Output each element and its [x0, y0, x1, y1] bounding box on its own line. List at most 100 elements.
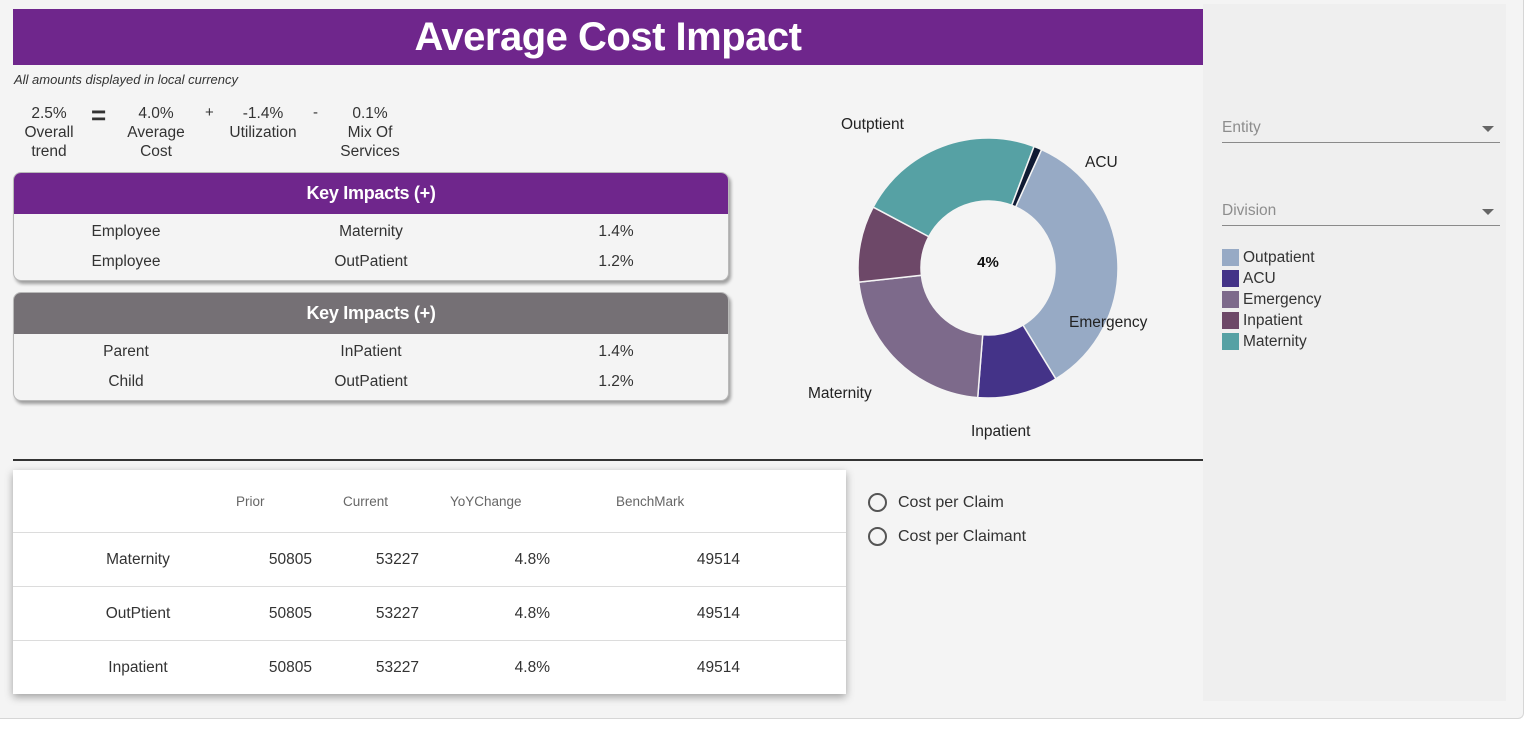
key-impact-row: Employee Maternity 1.4% [14, 217, 728, 247]
utilization: -1.4% Utilization [224, 104, 302, 142]
row-prior: 50805 [268, 605, 312, 622]
legend-item-emergency[interactable]: Emergency [1222, 289, 1321, 310]
impact-value: 1.2% [598, 253, 634, 270]
chevron-down-icon[interactable] [1482, 126, 1494, 132]
overall-trend-label-2: trend [31, 143, 67, 160]
key-impact-row: Employee OutPatient 1.2% [14, 247, 728, 277]
legend-item-maternity[interactable]: Maternity [1222, 331, 1321, 352]
division-placeholder: Division [1222, 202, 1277, 219]
page-title: Average Cost Impact [13, 9, 1203, 65]
radio-cost-per-claimant[interactable]: Cost per Claimant [868, 527, 1026, 546]
legend-swatch [1222, 249, 1239, 266]
radio-label: Cost per Claim [898, 493, 1004, 511]
key-impact-row: Parent InPatient 1.4% [14, 337, 728, 367]
radio-circle-icon[interactable] [868, 493, 887, 512]
mix-of-services: 0.1% Mix Of Services [334, 104, 406, 161]
impact-service: InPatient [340, 343, 402, 360]
legend-label: Maternity [1243, 332, 1307, 350]
average-cost-value: 4.0% [138, 105, 174, 122]
table-row: OutPtient 50805 53227 4.8% 49514 [13, 586, 846, 641]
legend-item-outpatient[interactable]: Outpatient [1222, 247, 1321, 268]
average-cost-label-1: Average [127, 124, 185, 141]
slice-label-emergency: Emergency [1069, 314, 1148, 331]
row-benchmark: 49514 [696, 551, 740, 568]
legend-swatch [1222, 270, 1239, 287]
average-cost: 4.0% Average Cost [122, 104, 190, 161]
overall-trend-label-1: Overall [24, 124, 74, 141]
entity-placeholder: Entity [1222, 119, 1261, 136]
entity-dropdown[interactable]: Entity [1222, 114, 1500, 143]
mix-label-2: Services [340, 143, 400, 160]
equals-sign: = [91, 100, 107, 130]
donut-center-label: 4% [977, 254, 999, 271]
impact-value: 1.4% [598, 223, 634, 240]
legend-swatch [1222, 291, 1239, 308]
impact-value: 1.4% [598, 343, 634, 360]
row-current: 53227 [375, 605, 419, 622]
legend-label: Emergency [1243, 290, 1322, 308]
radio-cost-per-claim[interactable]: Cost per Claim [868, 493, 1004, 512]
col-header-prior: Prior [236, 494, 265, 509]
impact-group: Employee [91, 223, 161, 240]
mix-label-1: Mix Of [347, 124, 393, 141]
radio-circle-icon[interactable] [868, 527, 887, 546]
slice-label-inpatient: Inpatient [971, 423, 1031, 440]
chevron-down-icon[interactable] [1482, 209, 1494, 215]
minus-sign: - [313, 104, 318, 121]
key-impacts-title-1: Key Impacts (+) [14, 173, 728, 214]
donut-slice-outpatient[interactable] [1014, 148, 1119, 380]
mix-value: 0.1% [352, 105, 388, 122]
row-prior: 50805 [268, 551, 312, 568]
key-impacts-card-2: Key Impacts (+) Parent InPatient 1.4% Ch… [13, 292, 729, 401]
col-header-current: Current [343, 494, 389, 509]
radio-label: Cost per Claimant [898, 527, 1027, 545]
key-impact-row: Child OutPatient 1.2% [14, 367, 728, 397]
slice-label-outpatient: Outptient [841, 116, 904, 133]
row-yoy: 4.8% [514, 551, 550, 568]
impact-group: Parent [103, 343, 149, 360]
utilization-label: Utilization [229, 124, 297, 141]
row-benchmark: 49514 [696, 659, 740, 676]
col-header-yoy: YoYChange [450, 494, 522, 509]
slice-label-maternity: Maternity [808, 385, 872, 402]
impact-group: Child [108, 373, 144, 390]
chart-legend: Outpatient ACU Emergency Inpatient Maternity [1222, 247, 1321, 352]
donut-slice-maternity[interactable] [872, 137, 1036, 238]
table-row: Maternity 50805 53227 4.8% 49514 [13, 532, 846, 587]
impact-service: OutPatient [334, 373, 408, 390]
currency-note: All amounts displayed in local currency [14, 72, 238, 87]
legend-item-acu[interactable]: ACU [1222, 268, 1321, 289]
filter-panel [1203, 4, 1506, 701]
average-cost-label-2: Cost [140, 143, 172, 160]
impact-value: 1.2% [598, 373, 634, 390]
donut-slice-emergency[interactable] [857, 274, 984, 399]
legend-label: ACU [1243, 269, 1276, 287]
key-impacts-card-1: Key Impacts (+) Employee Maternity 1.4% … [13, 172, 729, 281]
legend-swatch [1222, 333, 1239, 350]
legend-item-inpatient[interactable]: Inpatient [1222, 310, 1321, 331]
row-current: 53227 [375, 659, 419, 676]
impact-service: Maternity [339, 223, 403, 240]
row-benchmark: 49514 [696, 605, 740, 622]
slice-label-acu: ACU [1085, 154, 1118, 171]
legend-swatch [1222, 312, 1239, 329]
section-divider [13, 459, 1203, 461]
legend-label: Inpatient [1243, 311, 1303, 329]
key-impacts-title-2: Key Impacts (+) [14, 293, 728, 334]
row-name: Maternity [106, 551, 170, 568]
row-yoy: 4.8% [514, 659, 550, 676]
overall-trend-value: 2.5% [31, 105, 67, 122]
division-dropdown[interactable]: Division [1222, 197, 1500, 226]
cost-table: Prior Current YoYChange BenchMark Matern… [13, 470, 846, 694]
impact-service: OutPatient [334, 253, 408, 270]
row-name: OutPtient [105, 605, 171, 622]
donut-slice-other[interactable] [1010, 145, 1043, 208]
legend-label: Outpatient [1243, 248, 1315, 266]
col-header-benchmark: BenchMark [616, 494, 685, 509]
row-prior: 50805 [268, 659, 312, 676]
row-yoy: 4.8% [514, 605, 550, 622]
overall-trend: 2.5% Overall trend [22, 104, 76, 161]
utilization-value: -1.4% [242, 105, 284, 122]
table-row: Inpatient 50805 53227 4.8% 49514 [13, 640, 846, 695]
row-current: 53227 [375, 551, 419, 568]
